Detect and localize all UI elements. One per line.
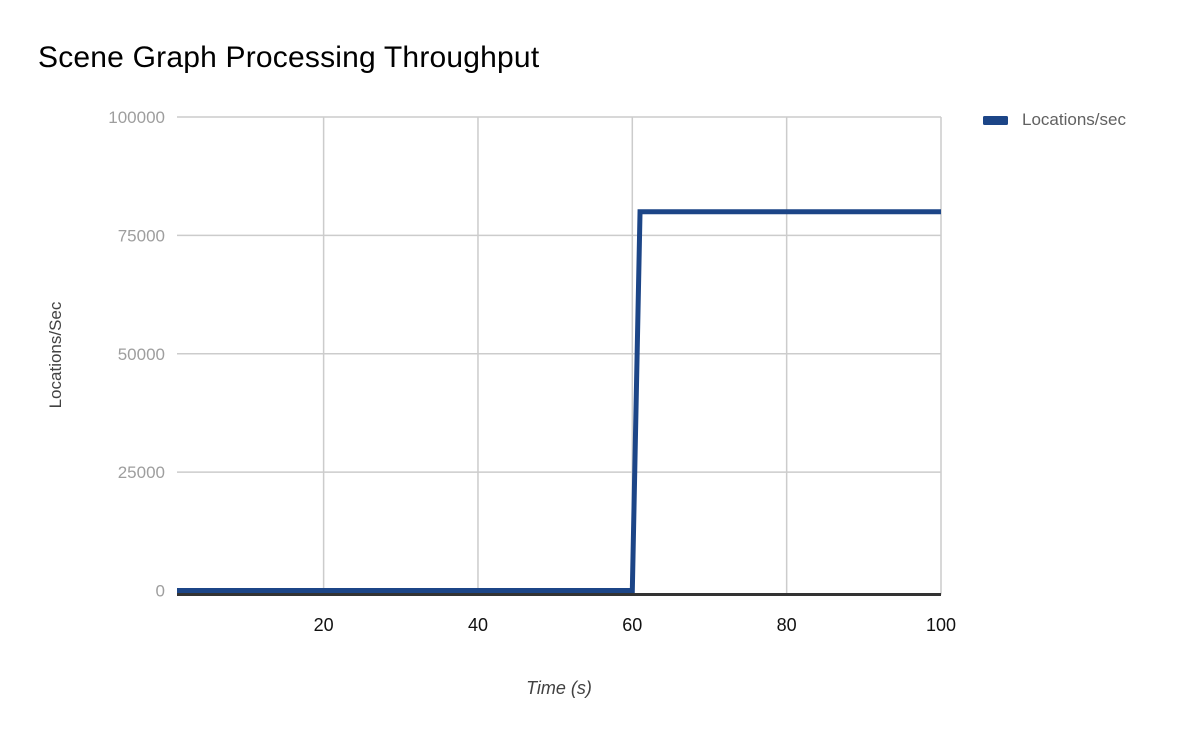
y-tick-label: 0	[156, 582, 165, 601]
x-tick-label: 20	[314, 615, 334, 635]
y-tick-label: 50000	[118, 345, 165, 364]
y-tick-label: 75000	[118, 226, 165, 245]
x-tick-label: 40	[468, 615, 488, 635]
x-axis-title: Time (s)	[526, 678, 592, 698]
chart-title: Scene Graph Processing Throughput	[38, 41, 540, 74]
series-line	[177, 209, 941, 593]
y-tick-label: 100000	[108, 108, 165, 127]
x-tick-label: 60	[622, 615, 642, 635]
legend-label: Locations/sec	[1022, 110, 1126, 129]
y-tick-label: 25000	[118, 463, 165, 482]
legend-swatch	[983, 115, 1008, 125]
x-tick-label: 100	[926, 615, 956, 635]
x-tick-label: 80	[777, 615, 797, 635]
legend: Locations/sec	[983, 110, 1126, 130]
